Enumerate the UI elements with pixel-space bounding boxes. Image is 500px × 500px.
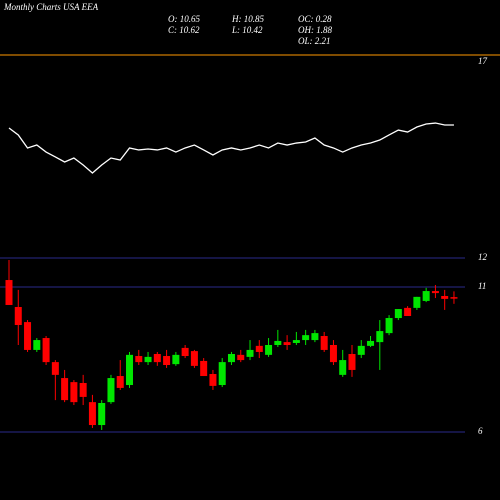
candle-body	[24, 322, 32, 350]
stat-label: O: 10.65	[168, 14, 200, 24]
candle-body	[450, 297, 458, 299]
candle-body	[413, 296, 421, 308]
candle-body	[441, 295, 449, 299]
candle-body	[172, 354, 180, 365]
candle-body	[320, 336, 328, 350]
candle-body	[367, 340, 375, 346]
candle-body	[237, 354, 245, 361]
stat-label: H: 10.85	[231, 14, 264, 24]
candle-body	[42, 338, 50, 363]
candle-body	[431, 291, 439, 294]
candle-body	[422, 291, 430, 301]
stat-label: OL: 2.21	[298, 36, 331, 46]
candle-body	[163, 356, 171, 366]
candle-body	[33, 340, 41, 350]
candle-body	[181, 347, 189, 357]
candle-body	[227, 353, 235, 363]
candle-body	[283, 342, 291, 345]
candle-body	[144, 356, 152, 363]
y-tick-label: 11	[478, 281, 486, 291]
candle-body	[70, 382, 78, 403]
candle-body	[126, 354, 134, 386]
candle-body	[376, 331, 384, 343]
candle-body	[88, 402, 96, 426]
candle-body	[357, 345, 365, 355]
y-tick-label: 6	[478, 426, 483, 436]
candle-body	[265, 345, 273, 355]
candle-body	[107, 378, 115, 403]
candle-body	[329, 345, 337, 363]
candle-body	[190, 351, 198, 366]
y-tick-label: 12	[478, 252, 488, 262]
candle-body	[14, 307, 22, 325]
stat-label: OH: 1.88	[298, 25, 332, 35]
candle-body	[98, 403, 106, 426]
indicator-line	[8, 122, 454, 174]
stat-label: L: 10.42	[231, 25, 263, 35]
candle-body	[339, 360, 347, 375]
candle-body	[51, 362, 59, 375]
y-tick-label: 17	[478, 56, 488, 66]
stat-label: C: 10.62	[168, 25, 200, 35]
candle-body	[209, 374, 217, 386]
candle-body	[135, 356, 143, 363]
candle-body	[348, 353, 356, 370]
stat-label: OC: 0.28	[298, 14, 332, 24]
candle-body	[246, 349, 254, 357]
candle-body	[274, 340, 282, 345]
candle-body	[218, 362, 226, 386]
candle-body	[404, 307, 412, 316]
chart-title: Monthly Charts USA EEA	[3, 2, 99, 12]
candle-body	[153, 353, 161, 363]
candle-body	[385, 318, 393, 334]
candle-body	[302, 335, 310, 341]
candle-body	[255, 345, 263, 352]
candle-body	[5, 280, 13, 305]
candle-body	[311, 333, 319, 341]
candle-body	[394, 309, 402, 319]
candle-body	[79, 382, 87, 397]
candle-body	[200, 360, 208, 377]
candle-body	[292, 340, 300, 343]
candle-body	[61, 378, 69, 401]
candle-body	[116, 376, 124, 388]
